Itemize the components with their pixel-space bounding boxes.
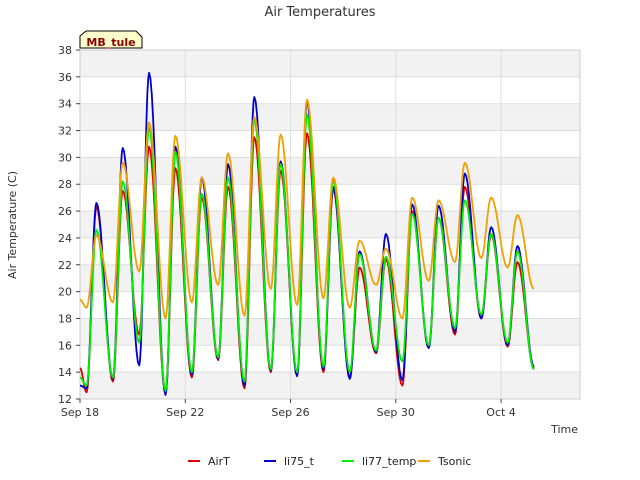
grid-band xyxy=(80,103,580,131)
grid-band xyxy=(80,372,580,399)
x-tick-label: Sep 22 xyxy=(166,406,204,419)
legend: AirT li75_t li77_temp Tsonic xyxy=(188,455,471,468)
chart-title: Air Temperatures xyxy=(264,5,375,20)
series-line-tsonic xyxy=(79,98,535,320)
grid-band xyxy=(80,50,580,77)
y-tick-label: 32 xyxy=(58,125,72,138)
y-tick-label: 36 xyxy=(58,71,72,84)
x-tick-label: Sep 26 xyxy=(271,406,309,419)
legend-item: li77_temp xyxy=(342,455,416,468)
legend-item: li75_t xyxy=(264,455,315,468)
x-tick-label: Sep 18 xyxy=(61,406,99,419)
site-tag-label: MB_tule xyxy=(86,36,135,49)
y-tick-label: 22 xyxy=(58,259,72,272)
y-tick-label: 30 xyxy=(58,151,72,164)
y-tick-label: 16 xyxy=(58,339,72,352)
grid xyxy=(79,49,580,400)
y-axis: 12 14 16 18 20 22 24 26 28 30 32 34 36 38 xyxy=(58,44,80,406)
grid-band xyxy=(80,264,580,292)
y-tick-label: 26 xyxy=(58,205,72,218)
legend-label: AirT xyxy=(208,455,230,468)
y-tick-label: 14 xyxy=(58,366,72,379)
plot-area xyxy=(79,49,581,400)
legend-label: li77_temp xyxy=(362,455,416,468)
site-tag-box xyxy=(79,30,143,49)
y-tick-label: 20 xyxy=(58,286,72,299)
y-tick-label: 24 xyxy=(58,232,72,245)
legend-item: AirT xyxy=(188,455,230,468)
x-tick-label: Oct 4 xyxy=(486,406,516,419)
legend-label: Tsonic xyxy=(437,455,471,468)
y-tick-label: 34 xyxy=(58,98,72,111)
y-tick-label: 18 xyxy=(58,312,72,325)
y-axis-title: Air Temperature (C) xyxy=(6,171,19,279)
legend-label: li75_t xyxy=(284,455,315,468)
y-tick-label: 38 xyxy=(58,44,72,57)
site-tag: MB_tule xyxy=(79,30,143,49)
x-axis-title: Time xyxy=(550,423,578,436)
y-tick-label: 28 xyxy=(58,178,72,191)
x-axis: Sep 18 Sep 22 Sep 26 Sep 30 Oct 4 xyxy=(61,399,516,419)
grid-band xyxy=(80,157,580,185)
grid-band xyxy=(80,318,580,346)
series-layer xyxy=(79,71,535,396)
y-tick-label: 12 xyxy=(58,393,72,406)
x-tick-label: Sep 30 xyxy=(377,406,415,419)
legend-item: Tsonic xyxy=(418,455,471,468)
